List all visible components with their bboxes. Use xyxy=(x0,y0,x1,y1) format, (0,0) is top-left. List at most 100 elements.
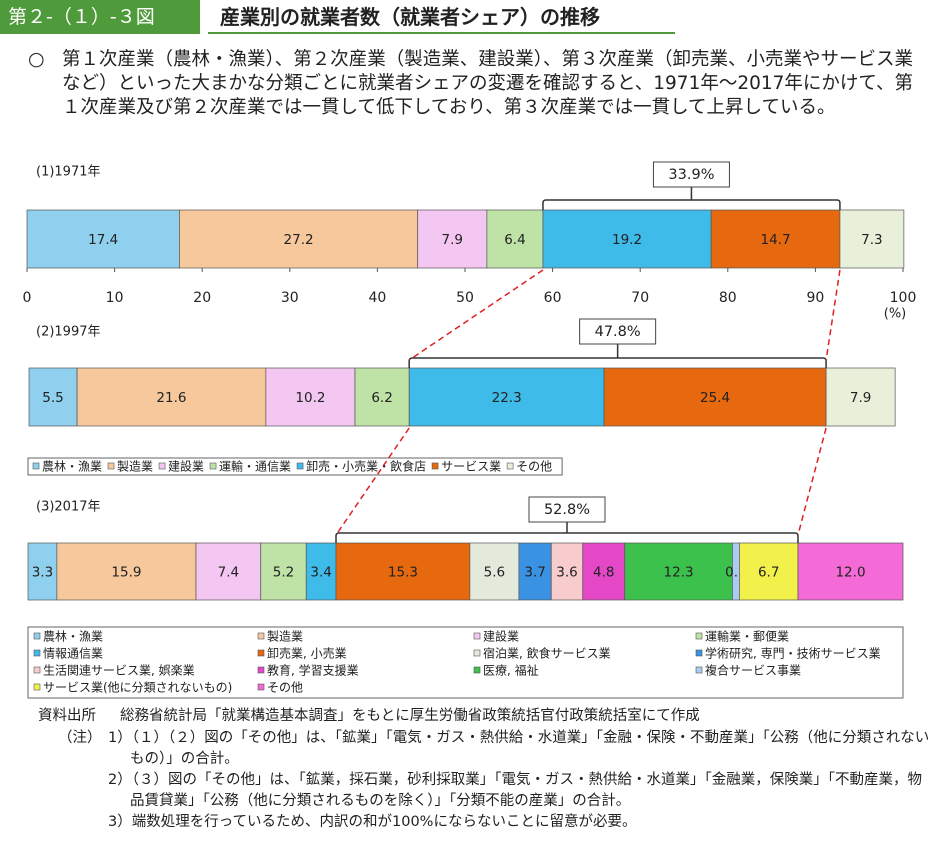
value-label: 4.8 xyxy=(593,565,614,581)
value-label: 3.4 xyxy=(310,565,331,581)
bar-segment xyxy=(739,542,799,601)
figure-number: 第２-（１）-３図 xyxy=(0,0,200,34)
chart-subtitle: (2)1997年 xyxy=(36,325,101,340)
connector xyxy=(825,269,841,361)
x-tick-label: 50 xyxy=(456,290,474,306)
bar-segment xyxy=(624,542,733,601)
value-label: 22.3 xyxy=(492,390,522,406)
bar-segment xyxy=(797,542,904,601)
value-label: 5.6 xyxy=(484,565,505,581)
bracket xyxy=(408,344,827,368)
bar-segment xyxy=(27,542,58,601)
x-tick-label: 100 xyxy=(890,290,917,306)
legend-swatch xyxy=(33,666,41,674)
legend-swatch xyxy=(33,683,41,691)
source: 総務省統計局「就業構造基本調査」をもとに厚生労働省政策統括官付政策統括室にて作成 xyxy=(120,708,700,724)
x-tick-label: 70 xyxy=(631,290,649,306)
value-label: 27.2 xyxy=(284,232,314,248)
value-label: 6.4 xyxy=(504,232,525,248)
legend-label: 卸売・小売業・飲食店 xyxy=(306,459,426,474)
legend-swatch xyxy=(33,649,41,657)
value-label: 6.7 xyxy=(758,565,779,581)
bar-segment xyxy=(76,367,267,427)
value-label: 17.4 xyxy=(88,232,118,248)
x-tick-label: 10 xyxy=(106,290,124,306)
bar-segment xyxy=(265,367,356,427)
x-tick-label: 40 xyxy=(368,290,386,306)
bar-segment xyxy=(56,542,197,601)
legend-swatch xyxy=(296,462,304,470)
value-label: 7.4 xyxy=(218,565,239,581)
chart-subtitle: (3)2017年 xyxy=(36,500,101,515)
legend-swatch xyxy=(695,649,703,657)
bar-segment xyxy=(195,542,262,601)
bar-segment xyxy=(179,209,419,269)
bracket xyxy=(335,522,799,543)
bracket-label: 33.9% xyxy=(668,167,714,183)
note: 2）（３）図の「その他」は、「鉱業，採石業，砂利採取業」「電気・ガス・熱供給・水… xyxy=(108,772,922,809)
legend-label: その他 xyxy=(516,460,552,474)
legend-swatch xyxy=(695,666,703,674)
note: 1）（１）（２）図の「その他」は、「鉱業」「電気・ガス・熱供給・水道業」「金融・… xyxy=(108,730,930,767)
legend-label: 農林・漁業 xyxy=(42,460,102,474)
legend-label: 複合サービス事業 xyxy=(705,663,801,678)
bracket-label: 47.8% xyxy=(595,324,641,340)
value-label: 3.3 xyxy=(32,565,53,581)
bar-segment xyxy=(518,542,552,601)
legend-label: 医療, 福祉 xyxy=(483,663,539,678)
legend-swatch xyxy=(473,666,481,674)
x-tick-label: 60 xyxy=(544,290,562,306)
legend-frame xyxy=(27,626,904,699)
bar-segment xyxy=(260,542,307,601)
value-label: 21.6 xyxy=(156,390,186,406)
connector xyxy=(408,269,544,361)
value-label: 15.9 xyxy=(111,565,141,581)
legend-swatch xyxy=(257,683,265,691)
notes-label: （注） xyxy=(58,730,102,746)
legend-swatch xyxy=(33,632,41,640)
x-tick-label: 20 xyxy=(193,290,211,306)
bar-segment xyxy=(710,209,841,269)
legend-swatch xyxy=(473,632,481,640)
figure-title: 産業別の就業者数（就業者シェア）の推移 xyxy=(208,0,675,34)
value-label: 3.7 xyxy=(524,565,545,581)
x-axis-unit: (%) xyxy=(884,307,907,322)
legend-swatch xyxy=(209,462,217,470)
legend-swatch xyxy=(32,462,40,470)
value-label: 25.4 xyxy=(700,390,730,406)
x-tick-label: 30 xyxy=(281,290,299,306)
x-tick-label: 90 xyxy=(806,290,824,306)
chart-subtitle: (1)1971年 xyxy=(36,165,101,180)
legend-label: 生活関連サービス業, 娯楽業 xyxy=(43,664,195,678)
bar-segment xyxy=(417,209,488,269)
bar-segment xyxy=(469,542,520,601)
legend-label: 宿泊業, 飲食サービス業 xyxy=(483,646,611,661)
legend-label: 教育, 学習支援業 xyxy=(267,663,359,678)
legend-swatch xyxy=(107,462,115,470)
legend-label: その他 xyxy=(267,681,303,695)
x-tick-label: 80 xyxy=(719,290,737,306)
connector xyxy=(797,427,827,536)
note: 3）端数処理を行っているため、内訳の和が100%にならないことに留意が必要。 xyxy=(108,814,637,830)
bracket-label-box xyxy=(652,161,730,188)
value-label: 10.2 xyxy=(295,390,325,406)
bar-segment xyxy=(26,209,180,269)
value-label: 5.5 xyxy=(42,390,63,406)
bar-segment xyxy=(335,542,471,601)
legend-swatch xyxy=(257,649,265,657)
bar-segment xyxy=(542,209,712,269)
legend-swatch xyxy=(257,666,265,674)
value-label: 19.2 xyxy=(612,232,642,248)
legend-label: 製造業 xyxy=(117,460,153,474)
legend-swatch xyxy=(431,462,439,470)
legend-swatch xyxy=(695,632,703,640)
legend-label: サービス業(他に分類されないもの) xyxy=(43,681,232,695)
value-label: 7.9 xyxy=(442,232,463,248)
value-label: 15.3 xyxy=(388,565,418,581)
bar-segment xyxy=(603,367,827,427)
value-label: 12.3 xyxy=(664,565,694,581)
legend-label: 農林・漁業 xyxy=(43,630,103,644)
legend-swatch xyxy=(158,462,166,470)
